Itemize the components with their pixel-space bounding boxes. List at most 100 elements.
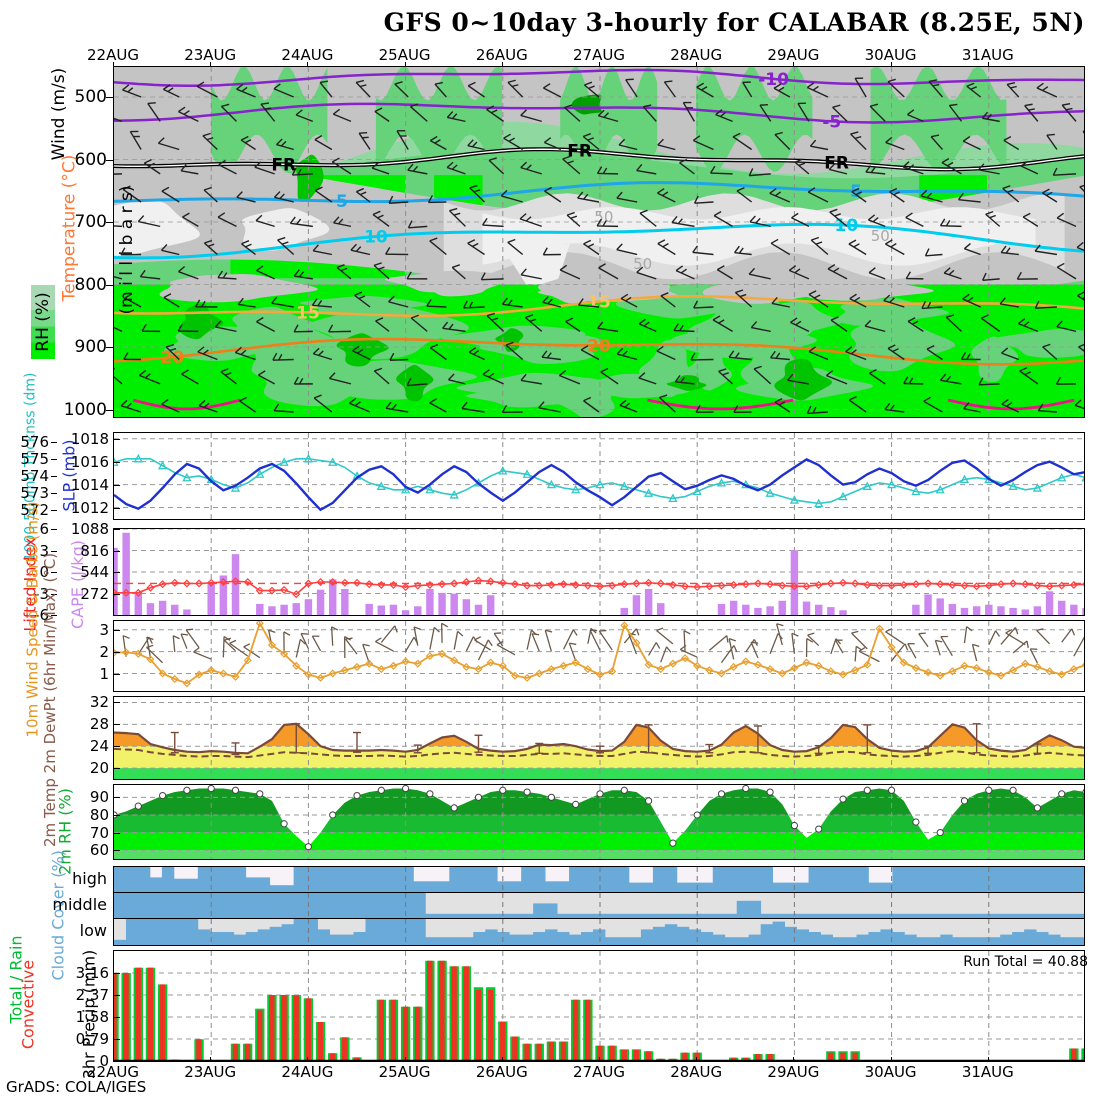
y-tick-mark: [114, 507, 120, 509]
bottom-date-tick: [793, 1057, 795, 1062]
bottom-date-tick: [307, 1057, 309, 1062]
top-date-tick: [307, 62, 309, 67]
bottom-date-label: 30AUG: [864, 1063, 917, 1081]
y-tick-label: 1016: [70, 452, 109, 471]
top-date-label: 24AUG: [281, 46, 334, 64]
svg-text:-5: -5: [822, 112, 841, 132]
bottom-date-label: 22AUG: [87, 1063, 139, 1081]
cloud-row-low: [114, 919, 1084, 945]
precip-plot: [114, 951, 1084, 1061]
y-tick-mark: [114, 529, 120, 530]
y-tick-label: 2.37: [75, 986, 109, 1004]
lifted-index-tick: 6: [39, 520, 49, 538]
y-tick-mark: [114, 1017, 120, 1018]
y-tick-mark: [114, 746, 120, 748]
y-tick-label: 3: [99, 620, 109, 639]
thickness-tick-mark: [51, 458, 57, 460]
top-date-tick: [501, 62, 503, 67]
y-tick-mark: [114, 797, 120, 799]
li-tick-mark: [51, 550, 57, 552]
thickness-tick: 572: [20, 501, 49, 520]
svg-text:50: 50: [633, 255, 652, 273]
y-tick-mark: [114, 461, 120, 463]
cloud-row-high: [114, 867, 1084, 893]
y-tick-label: 2: [99, 642, 109, 661]
y-tick-mark: [114, 702, 120, 704]
y-tick-mark: [114, 973, 120, 974]
y-tick-label: 1014: [70, 475, 109, 494]
panel-vertical-profile: -10 -5 FR FR FR 5 5 10 10 15 15 20 20 50 50 50: [113, 66, 1085, 418]
lifted-index-tick: 0: [39, 563, 49, 581]
li-tick-mark: [51, 529, 57, 530]
panel-2m-rh: [113, 784, 1085, 860]
svg-text:FR: FR: [824, 154, 849, 174]
y-tick-mark: [114, 629, 120, 631]
panel-cloud-cover: [113, 866, 1085, 946]
panel-2m-temp-dewpt: [113, 696, 1085, 780]
panel-slp-thickness: [113, 432, 1085, 520]
pressure-tick-mark: [106, 347, 113, 348]
y-tick-mark: [114, 724, 120, 726]
y-tick-label: 70: [89, 823, 109, 842]
slp-plot: [114, 433, 1084, 519]
top-date-label: 26AUG: [475, 46, 528, 64]
svg-text:15: 15: [296, 303, 320, 323]
page-title: GFS 0~10day 3-hourly for CALABAR (8.25E,…: [383, 8, 1085, 37]
y-tick-label: 272: [80, 584, 109, 603]
pressure-tick: 500: [74, 87, 107, 107]
bottom-date-tick: [404, 1057, 406, 1062]
pressure-tick: 700: [74, 212, 107, 232]
bottom-date-tick: [599, 1057, 600, 1062]
thickness-tick: 576: [20, 432, 49, 451]
top-date-label: 25AUG: [378, 46, 431, 64]
y-tick-mark: [114, 768, 120, 770]
wind-plot: [114, 621, 1084, 691]
thickness-tick: 574: [20, 467, 49, 485]
y-tick-label: 544: [80, 563, 109, 581]
top-date-tick: [404, 62, 406, 67]
y-tick-mark: [114, 1039, 120, 1040]
y-tick-label: 28: [89, 715, 109, 734]
bottom-date-label: 28AUG: [670, 1063, 723, 1081]
svg-text:5: 5: [850, 182, 862, 202]
bottom-date-label: 23AUG: [184, 1063, 237, 1081]
top-date-label: 27AUG: [573, 46, 625, 64]
top-date-tick: [113, 62, 114, 67]
y-tick-label: 0: [99, 1052, 109, 1070]
pressure-tick-mark: [106, 97, 113, 98]
pressure-tick: 600: [74, 149, 107, 170]
panel-10m-wind: [113, 620, 1085, 692]
cloud-row-label: middle: [52, 895, 107, 914]
legend-rh: RH (%): [31, 285, 55, 359]
thickness-tick: 573: [20, 484, 49, 503]
lifted-index-tick: -6: [34, 606, 49, 624]
top-date-label: 22AUG: [87, 46, 139, 64]
bottom-date-label: 29AUG: [767, 1063, 820, 1081]
y-tick-mark: [114, 814, 120, 816]
panel-lifted-index-cape: [113, 528, 1085, 616]
wind-speed-label: 10m Wind Speed & Barbs (m/s): [23, 501, 42, 738]
y-tick-mark: [114, 995, 120, 996]
cloud-row-label: high: [72, 869, 107, 888]
bottom-date-tick: [987, 1057, 989, 1062]
svg-text:5: 5: [336, 192, 348, 212]
pressure-tick: 1000: [63, 399, 107, 420]
top-date-tick: [599, 62, 600, 67]
bottom-date-label: 24AUG: [281, 1063, 334, 1081]
temp-plot: [114, 697, 1084, 779]
y-tick-mark: [114, 593, 120, 595]
top-date-tick: [210, 62, 212, 67]
bottom-date-tick: [210, 1057, 212, 1062]
y-tick-mark: [114, 484, 120, 486]
top-date-label: 28AUG: [670, 46, 723, 64]
y-tick-mark: [114, 850, 120, 852]
y-tick-mark: [114, 651, 120, 653]
li-tick-mark: [51, 593, 57, 595]
thickness-tick-mark: [51, 476, 57, 477]
svg-text:-10: -10: [758, 70, 789, 90]
y-tick-label: 1088: [70, 520, 109, 538]
y-tick-label: 90: [89, 788, 109, 807]
thickness-tick: 575: [20, 449, 49, 468]
y-tick-label: 0.79: [75, 1030, 109, 1048]
